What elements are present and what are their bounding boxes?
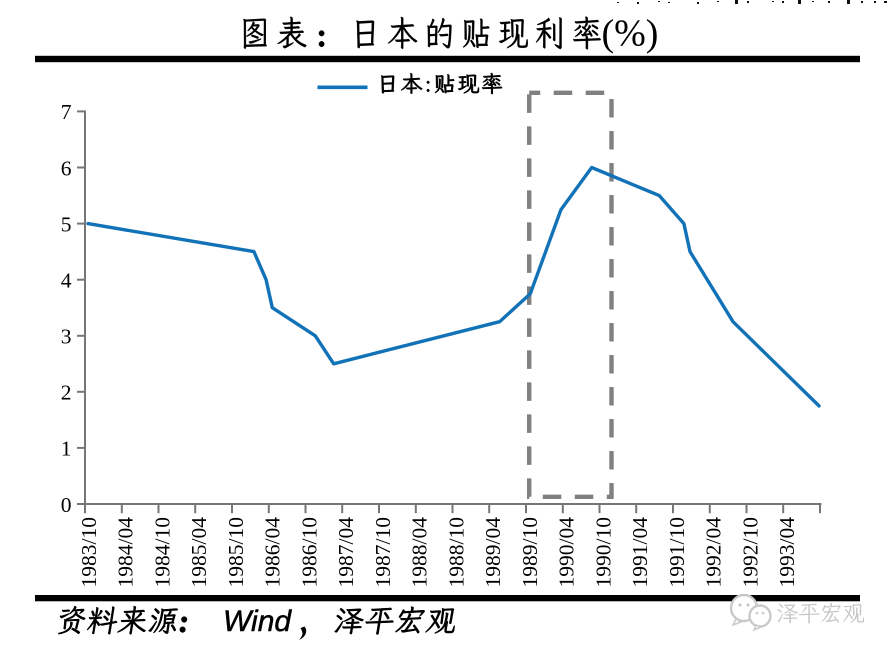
svg-text:1990/04: 1990/04 bbox=[555, 517, 579, 588]
svg-text:1989/04: 1989/04 bbox=[481, 517, 505, 588]
svg-text:Wind: Wind bbox=[223, 605, 292, 638]
svg-text:1992/04: 1992/04 bbox=[702, 517, 726, 588]
svg-text:1990/10: 1990/10 bbox=[591, 517, 615, 587]
svg-text:1987/04: 1987/04 bbox=[334, 517, 358, 588]
svg-text:1: 1 bbox=[61, 437, 72, 461]
svg-text:1984/10: 1984/10 bbox=[150, 517, 174, 587]
svg-text:1983/10: 1983/10 bbox=[77, 517, 101, 587]
svg-text:1991/04: 1991/04 bbox=[628, 517, 652, 588]
svg-text:1984/04: 1984/04 bbox=[114, 517, 138, 588]
svg-text:1986/04: 1986/04 bbox=[261, 517, 285, 588]
svg-text:1993/04: 1993/04 bbox=[775, 517, 799, 588]
svg-text:1985/04: 1985/04 bbox=[187, 517, 211, 588]
svg-text:1986/10: 1986/10 bbox=[297, 517, 321, 587]
svg-text:1987/10: 1987/10 bbox=[371, 517, 395, 587]
svg-text:(%): (%) bbox=[602, 13, 659, 55]
svg-text:1991/10: 1991/10 bbox=[665, 517, 689, 587]
svg-text:1985/10: 1985/10 bbox=[224, 517, 248, 587]
svg-text:1992/10: 1992/10 bbox=[738, 517, 762, 587]
svg-text:1988/10: 1988/10 bbox=[444, 517, 468, 587]
svg-text:3: 3 bbox=[61, 325, 72, 349]
svg-text:5: 5 bbox=[61, 212, 72, 236]
svg-text:1988/04: 1988/04 bbox=[408, 517, 432, 588]
svg-text:7: 7 bbox=[61, 100, 72, 124]
svg-text:0: 0 bbox=[61, 493, 72, 517]
svg-text:4: 4 bbox=[61, 269, 72, 293]
svg-text:6: 6 bbox=[61, 156, 72, 180]
svg-text:1989/10: 1989/10 bbox=[518, 517, 542, 587]
svg-text:2: 2 bbox=[61, 381, 72, 405]
